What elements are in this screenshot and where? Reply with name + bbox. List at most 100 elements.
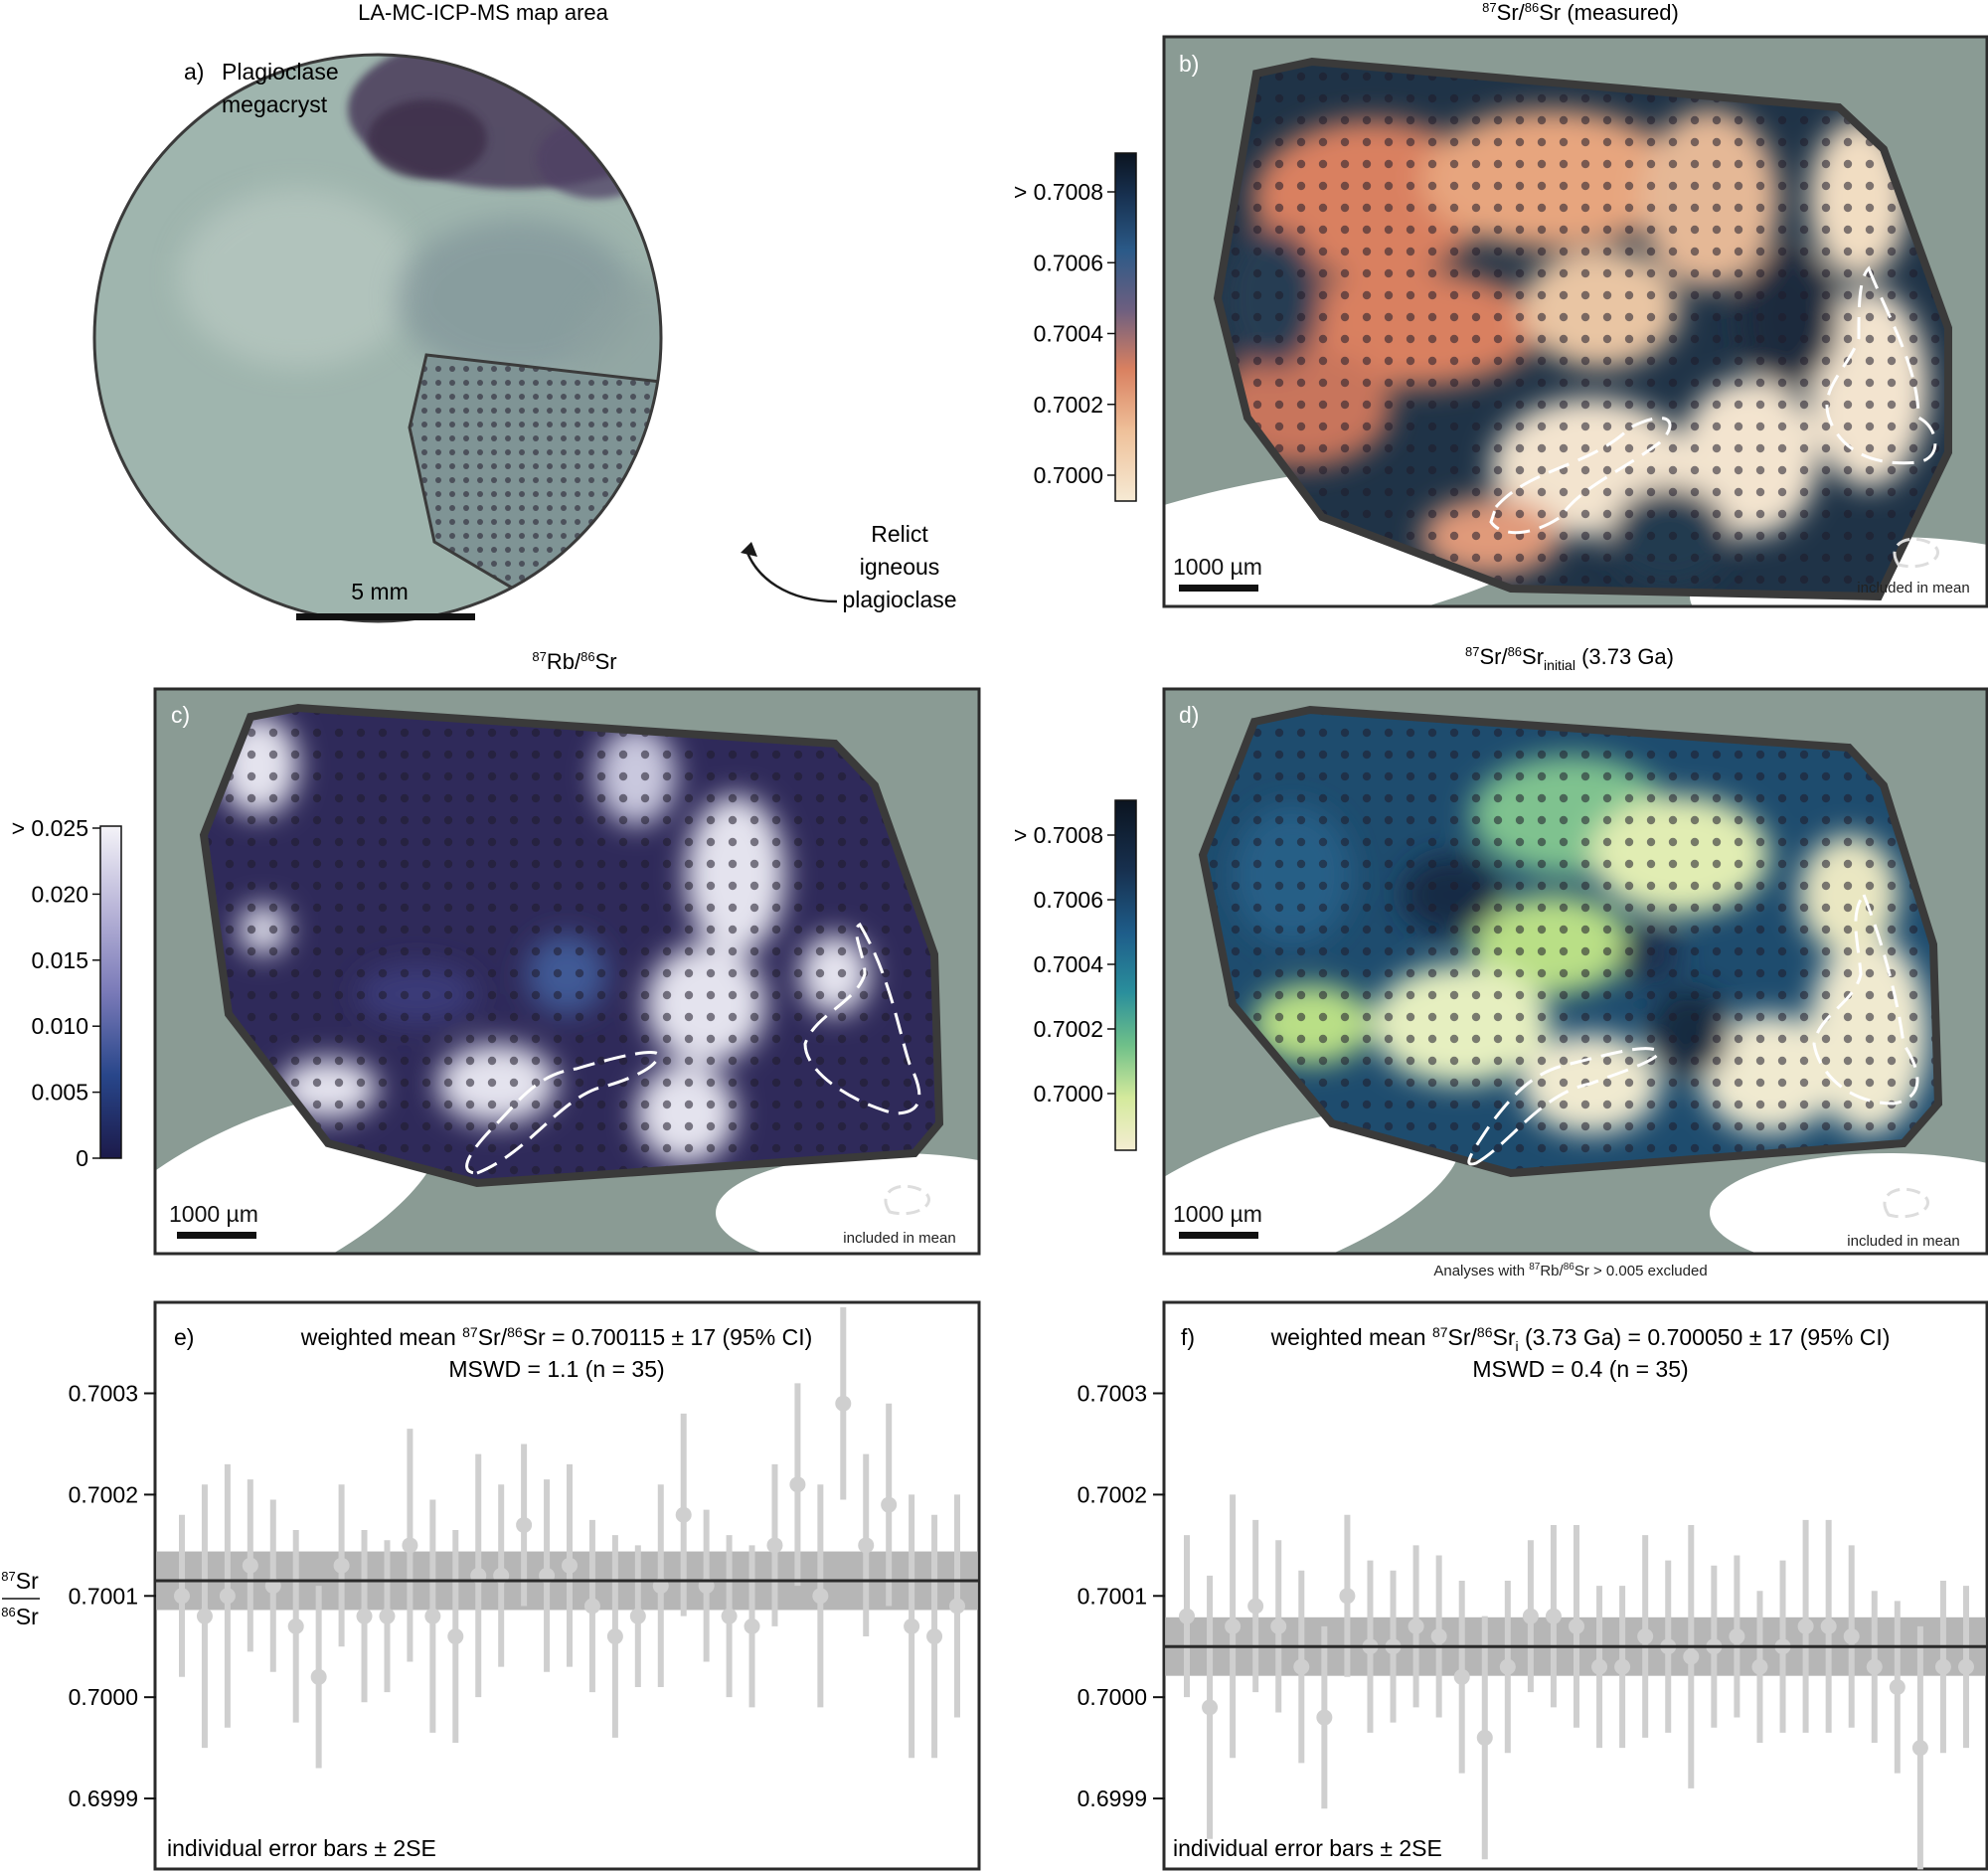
y-tick-label: 0.7002 — [1077, 1481, 1147, 1507]
data-point — [1637, 1628, 1654, 1645]
data-point — [1820, 1618, 1837, 1634]
data-point — [1934, 1658, 1951, 1675]
plagioclase-megacryst-image — [94, 55, 661, 621]
data-point — [744, 1618, 760, 1634]
panel-b-colorbar-tick-label: 0.7006 — [1034, 250, 1103, 275]
relict-label-line3: plagioclase — [842, 587, 956, 612]
panel-d-colorbar-tick-label: 0.7006 — [1034, 887, 1103, 913]
panel-a-scale-bar — [296, 613, 475, 620]
panel-f-label: f) — [1181, 1324, 1195, 1350]
data-point — [629, 1608, 646, 1624]
data-point — [1614, 1658, 1631, 1675]
panel-c-colorbar-tick-label: 0.010 — [31, 1013, 88, 1039]
y-axis-label-numerator: 87Sr — [1, 1568, 39, 1594]
data-point — [881, 1496, 898, 1513]
panel-c-legend-label: included in mean — [843, 1230, 955, 1247]
data-point — [196, 1608, 213, 1624]
data-point — [1866, 1658, 1883, 1675]
panel-c-scale-label: 1000 µm — [169, 1201, 258, 1227]
panel-c: 87Rb/86Sr — [12, 649, 981, 1256]
panel-d-colorbar-tick-label: 0.7000 — [1034, 1081, 1103, 1107]
data-point — [1569, 1618, 1584, 1634]
data-point — [721, 1608, 738, 1624]
data-point — [1202, 1699, 1219, 1716]
sr-initial-map — [1164, 689, 1987, 1254]
data-point — [1797, 1618, 1814, 1634]
panel-c-frame — [153, 687, 981, 1256]
data-point — [1545, 1608, 1562, 1624]
panel-c-colorbar-ticks: > 0.025 0.020 0.015 0.010 0.005 0 — [12, 815, 100, 1171]
panel-e: 0.7003 0.7002 0.7001 0.7000 0.6999 e) weight… — [1, 1300, 981, 1871]
panel-b-colorbar — [1114, 152, 1137, 502]
panel-b-scale-label: 1000 µm — [1173, 554, 1262, 580]
panel-f-plot: 0.7003 0.7002 0.7001 0.7000 0.6999 — [1077, 1381, 1986, 1870]
data-point — [356, 1608, 373, 1624]
y-tick-label: 0.7003 — [69, 1381, 138, 1407]
data-point — [812, 1588, 829, 1605]
data-point — [1339, 1588, 1356, 1605]
y-tick-label: 0.7002 — [69, 1481, 138, 1507]
data-point — [1751, 1658, 1768, 1675]
panel-f-mswd: MSWD = 0.4 (n = 35) — [1472, 1356, 1688, 1382]
data-point — [1958, 1658, 1974, 1675]
panel-d-note: Analyses with 87Rb/86Sr > 0.005 excluded — [1433, 1262, 1707, 1279]
data-point — [583, 1598, 600, 1615]
data-point — [835, 1395, 852, 1412]
data-point — [1270, 1618, 1287, 1634]
panel-d-colorbar-ticks: > 0.7008 0.7006 0.7004 0.7002 0.7000 — [1014, 822, 1115, 1107]
data-point — [904, 1618, 920, 1634]
y-tick-label: 0.7001 — [69, 1583, 138, 1609]
data-point — [858, 1537, 875, 1554]
panel-f: 0.7003 0.7002 0.7001 0.7000 0.6999 f) weight… — [1077, 1300, 1988, 1871]
panel-e-plot: 0.7003 0.7002 0.7001 0.7000 0.6999 — [69, 1306, 978, 1811]
data-point — [379, 1608, 396, 1624]
panel-b-colorbar-tick-label: > 0.7008 — [1014, 179, 1103, 205]
panel-a-label: a) — [184, 59, 204, 85]
data-point — [516, 1516, 533, 1533]
data-point — [1729, 1628, 1745, 1645]
panel-d-colorbar-tick-label: 0.7002 — [1034, 1016, 1103, 1042]
panel-c-label: c) — [171, 702, 190, 728]
panel-d-colorbar — [1114, 799, 1137, 1151]
panel-c-colorbar-tick-label: 0.015 — [31, 947, 88, 973]
panel-b-label: b) — [1179, 51, 1199, 77]
panel-b-colorbar-tick-label: 0.7004 — [1034, 321, 1104, 347]
panel-b: 87Sr/86Sr (measured) — [1014, 0, 1988, 608]
y-tick-label: 0.7001 — [1077, 1583, 1147, 1609]
panel-d-scale-bar — [1179, 1232, 1258, 1239]
panel-b-colorbar-ticks: > 0.7008 0.7006 0.7004 0.7002 0.7000 — [1014, 179, 1115, 488]
panel-a-title: LA-MC-ICP-MS map area — [358, 0, 609, 25]
y-tick-label: 0.6999 — [69, 1786, 138, 1811]
y-axis-label-denominator: 86Sr — [1, 1604, 39, 1629]
data-point — [1316, 1709, 1333, 1726]
panel-e-annotation: weighted mean 87Sr/86Sr = 0.700115 ± 17 … — [300, 1324, 813, 1350]
panel-d-title: 87Sr/86Srinitial (3.73 Ga) — [1465, 644, 1674, 673]
data-point — [1843, 1628, 1860, 1645]
data-point — [1453, 1668, 1470, 1685]
data-point — [789, 1476, 806, 1493]
data-point — [562, 1557, 578, 1574]
panel-d-colorbar-tick-label: 0.7004 — [1034, 951, 1104, 977]
data-point — [926, 1628, 943, 1645]
data-point — [1889, 1678, 1905, 1695]
y-tick-label: 0.6999 — [1077, 1786, 1147, 1811]
panel-b-colorbar-tick-label: 0.7000 — [1034, 462, 1103, 488]
panel-b-legend-icon — [1893, 537, 1939, 569]
data-point — [766, 1537, 783, 1554]
data-point — [1911, 1740, 1928, 1757]
panel-d-legend-label: included in mean — [1847, 1233, 1959, 1250]
y-tick-label: 0.7000 — [69, 1684, 138, 1710]
data-point — [1683, 1648, 1700, 1665]
panel-c-colorbar-tick-label: > 0.025 — [12, 815, 88, 841]
rb-sr-map — [155, 689, 979, 1254]
crystal-label-line1: Plagioclase — [222, 59, 339, 85]
panel-c-legend-icon — [884, 1184, 930, 1216]
panel-c-colorbar-tick-label: 0.020 — [31, 881, 88, 907]
panel-d-colorbar-tick-label: > 0.7008 — [1014, 822, 1103, 848]
panel-c-title: 87Rb/86Sr — [532, 649, 616, 674]
data-point — [310, 1668, 327, 1685]
panel-b-scale-bar — [1179, 585, 1258, 592]
data-point — [1522, 1608, 1539, 1624]
panel-e-label: e) — [174, 1324, 194, 1350]
